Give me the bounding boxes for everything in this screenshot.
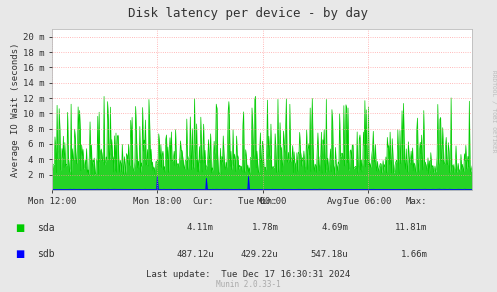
Text: 487.12u: 487.12u — [176, 250, 214, 258]
Text: Max:: Max: — [406, 197, 427, 206]
Text: sda: sda — [37, 223, 55, 233]
Text: Cur:: Cur: — [192, 197, 214, 206]
Y-axis label: Average IO Wait (seconds): Average IO Wait (seconds) — [11, 42, 20, 177]
Text: 429.22u: 429.22u — [241, 250, 278, 258]
Text: Disk latency per device - by day: Disk latency per device - by day — [129, 7, 368, 20]
Text: ■: ■ — [15, 223, 24, 233]
Text: 11.81m: 11.81m — [395, 223, 427, 232]
Text: 1.66m: 1.66m — [401, 250, 427, 258]
Text: Last update:  Tue Dec 17 16:30:31 2024: Last update: Tue Dec 17 16:30:31 2024 — [147, 270, 350, 279]
Text: 547.18u: 547.18u — [310, 250, 348, 258]
Text: sdb: sdb — [37, 249, 55, 259]
Text: RRDTOOL / TOBI OETIKER: RRDTOOL / TOBI OETIKER — [491, 70, 496, 152]
Text: Munin 2.0.33-1: Munin 2.0.33-1 — [216, 280, 281, 289]
Text: ■: ■ — [15, 249, 24, 259]
Text: 1.78m: 1.78m — [251, 223, 278, 232]
Text: 4.69m: 4.69m — [321, 223, 348, 232]
Text: Min:: Min: — [257, 197, 278, 206]
Text: Avg:: Avg: — [327, 197, 348, 206]
Text: 4.11m: 4.11m — [187, 223, 214, 232]
